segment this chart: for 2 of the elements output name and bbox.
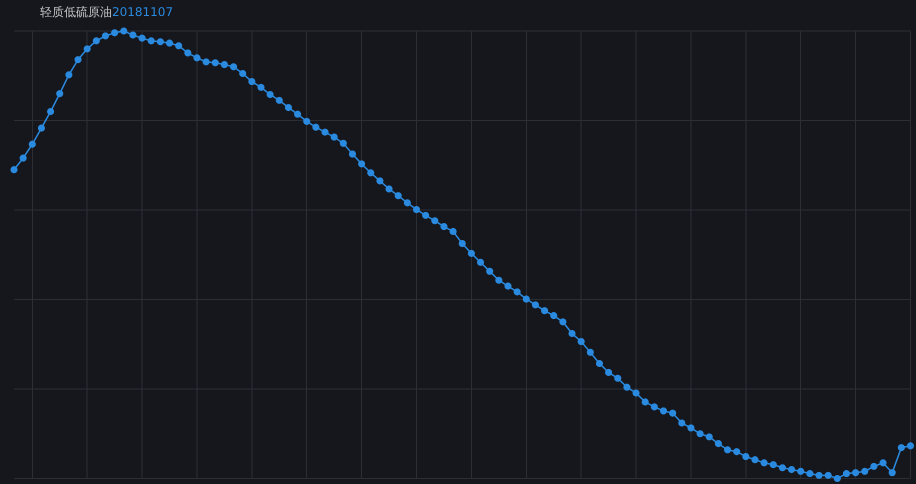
chart-subtitle: 20181107 [112, 5, 174, 19]
chart-title: 轻质低硫原油 [40, 5, 112, 19]
